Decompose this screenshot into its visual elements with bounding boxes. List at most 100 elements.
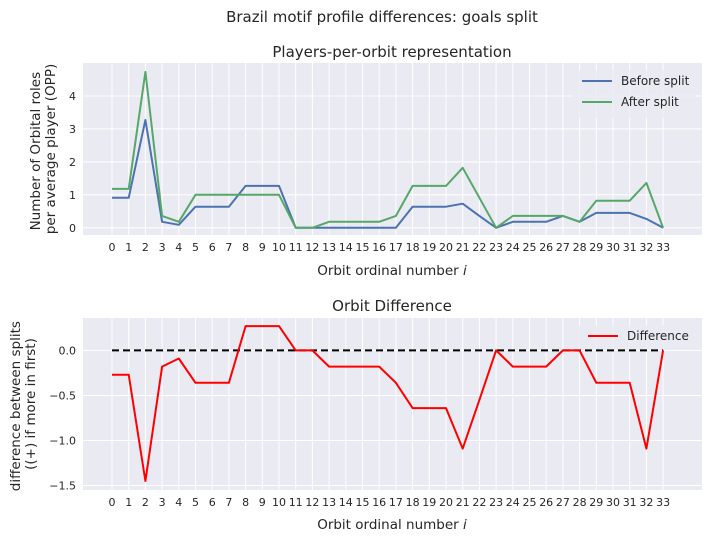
x-tick-label: 0 bbox=[109, 496, 116, 509]
x-tick-label: 17 bbox=[389, 241, 403, 254]
y-axis-label-line-2: ((+) if more in first) bbox=[23, 338, 39, 470]
x-axis-label-text: Orbit ordinal number bbox=[317, 517, 459, 533]
y-axis-label-line-2: per average player (OPP) bbox=[43, 64, 59, 234]
legend-label-before-split: Before split bbox=[621, 74, 690, 88]
x-tick-label: 6 bbox=[209, 496, 216, 509]
y-tick-labels: 0 1 2 3 4 bbox=[69, 90, 76, 235]
chart-players-per-orbit: 0 1 2 3 4 5 6 7 8 9 10 11 12 13 14 15 16 17 18 19 20 21 22 23 24… bbox=[28, 43, 702, 279]
chart-title: Orbit Difference bbox=[332, 297, 452, 315]
x-tick-label: 31 bbox=[623, 241, 637, 254]
x-tick-label: 4 bbox=[175, 241, 182, 254]
x-tick-label: 12 bbox=[305, 496, 319, 509]
x-tick-label: 10 bbox=[272, 496, 286, 509]
y-axis-label: difference between splits ((+) if more i… bbox=[8, 317, 39, 491]
legend: Difference bbox=[578, 325, 696, 349]
x-tick-label: 6 bbox=[209, 241, 216, 254]
x-tick-label: 15 bbox=[356, 496, 370, 509]
chart-orbit-difference: 0 1 2 3 4 5 6 7 8 9 10 11 12 13 14 15 16 17 18 19 20 21 22 23 24… bbox=[8, 297, 702, 533]
x-tick-label: 24 bbox=[506, 241, 520, 254]
x-tick-label: 3 bbox=[159, 496, 166, 509]
x-tick-label: 21 bbox=[456, 496, 470, 509]
y-tick-label: 3 bbox=[69, 123, 76, 136]
x-axis-label: Orbit ordinal number i bbox=[317, 263, 467, 279]
x-tick-label: 23 bbox=[489, 496, 503, 509]
x-tick-label: 23 bbox=[489, 241, 503, 254]
x-tick-label: 24 bbox=[506, 496, 520, 509]
figure-suptitle: Brazil motif profile differences: goals … bbox=[226, 8, 538, 26]
x-tick-label: 1 bbox=[125, 496, 132, 509]
x-tick-label: 10 bbox=[272, 241, 286, 254]
y-tick-labels: 0.0 −0.5 −1.0 −1.5 bbox=[49, 344, 76, 492]
y-tick-label: 0.0 bbox=[59, 344, 77, 357]
x-axis-label-text: Orbit ordinal number bbox=[317, 263, 459, 279]
series-line-difference bbox=[112, 325, 665, 482]
x-tick-label: 13 bbox=[322, 241, 336, 254]
series-lines bbox=[112, 70, 665, 229]
y-tick-label: 0 bbox=[69, 222, 76, 235]
x-tick-label: 26 bbox=[539, 496, 553, 509]
x-tick-label: 20 bbox=[439, 496, 453, 509]
x-axis-label-var: i bbox=[463, 263, 467, 279]
legend-label-after-split: After split bbox=[621, 95, 679, 109]
x-tick-label: 27 bbox=[556, 496, 570, 509]
y-axis-label: Number of Orbital roles per average play… bbox=[28, 64, 59, 234]
x-tick-labels: 0 1 2 3 4 5 6 7 8 9 10 11 12 13 14 15 16 17 18 19 20 21 22 23 24… bbox=[109, 241, 671, 254]
chart-title: Players-per-orbit representation bbox=[272, 43, 511, 61]
x-tick-label: 21 bbox=[456, 241, 470, 254]
y-tick-label: 4 bbox=[69, 90, 76, 103]
x-tick-labels: 0 1 2 3 4 5 6 7 8 9 10 11 12 13 14 15 16 17 18 19 20 21 22 23 24… bbox=[109, 496, 671, 509]
y-axis-label-line-1: difference between splits bbox=[8, 321, 24, 491]
x-tick-label: 5 bbox=[192, 496, 199, 509]
x-tick-label: 4 bbox=[175, 496, 182, 509]
x-tick-label: 16 bbox=[372, 241, 386, 254]
x-tick-label: 5 bbox=[192, 241, 199, 254]
x-tick-label: 3 bbox=[159, 241, 166, 254]
x-tick-label: 33 bbox=[656, 496, 670, 509]
y-tick-label: −0.5 bbox=[49, 389, 76, 402]
x-tick-label: 7 bbox=[225, 241, 232, 254]
series-line-after-split bbox=[112, 70, 665, 229]
x-tick-label: 1 bbox=[125, 241, 132, 254]
x-tick-label: 12 bbox=[305, 241, 319, 254]
x-tick-label: 2 bbox=[142, 496, 149, 509]
y-tick-label: −1.0 bbox=[49, 434, 76, 447]
x-tick-label: 19 bbox=[422, 496, 436, 509]
x-tick-label: 32 bbox=[639, 496, 653, 509]
x-tick-label: 18 bbox=[406, 241, 420, 254]
x-tick-label: 29 bbox=[589, 241, 603, 254]
x-tick-label: 0 bbox=[109, 241, 116, 254]
x-tick-label: 8 bbox=[242, 241, 249, 254]
x-axis-label: Orbit ordinal number i bbox=[317, 517, 467, 533]
x-tick-label: 29 bbox=[589, 496, 603, 509]
x-tick-label: 19 bbox=[422, 241, 436, 254]
y-tick-label: −1.5 bbox=[49, 479, 76, 492]
x-tick-label: 14 bbox=[339, 241, 353, 254]
x-tick-label: 9 bbox=[259, 496, 266, 509]
x-tick-label: 11 bbox=[289, 496, 303, 509]
y-axis-label-line-1: Number of Orbital roles bbox=[28, 72, 44, 231]
x-tick-label: 26 bbox=[539, 241, 553, 254]
y-tick-label: 2 bbox=[69, 156, 76, 169]
legend: Before split After split bbox=[572, 70, 696, 118]
x-tick-label: 8 bbox=[242, 496, 249, 509]
x-tick-label: 7 bbox=[225, 496, 232, 509]
x-tick-label: 11 bbox=[289, 241, 303, 254]
x-tick-label: 9 bbox=[259, 241, 266, 254]
x-tick-label: 14 bbox=[339, 496, 353, 509]
x-tick-label: 27 bbox=[556, 241, 570, 254]
y-tick-label: 1 bbox=[69, 189, 76, 202]
legend-box bbox=[572, 70, 696, 118]
x-tick-label: 22 bbox=[472, 241, 486, 254]
x-tick-label: 22 bbox=[472, 496, 486, 509]
x-tick-label: 30 bbox=[606, 241, 620, 254]
x-axis-label-var: i bbox=[463, 517, 467, 533]
x-tick-label: 25 bbox=[523, 241, 537, 254]
x-tick-label: 28 bbox=[573, 496, 587, 509]
x-tick-label: 33 bbox=[656, 241, 670, 254]
x-tick-label: 13 bbox=[322, 496, 336, 509]
x-tick-label: 17 bbox=[389, 496, 403, 509]
x-tick-label: 16 bbox=[372, 496, 386, 509]
x-tick-label: 28 bbox=[573, 241, 587, 254]
x-tick-label: 30 bbox=[606, 496, 620, 509]
